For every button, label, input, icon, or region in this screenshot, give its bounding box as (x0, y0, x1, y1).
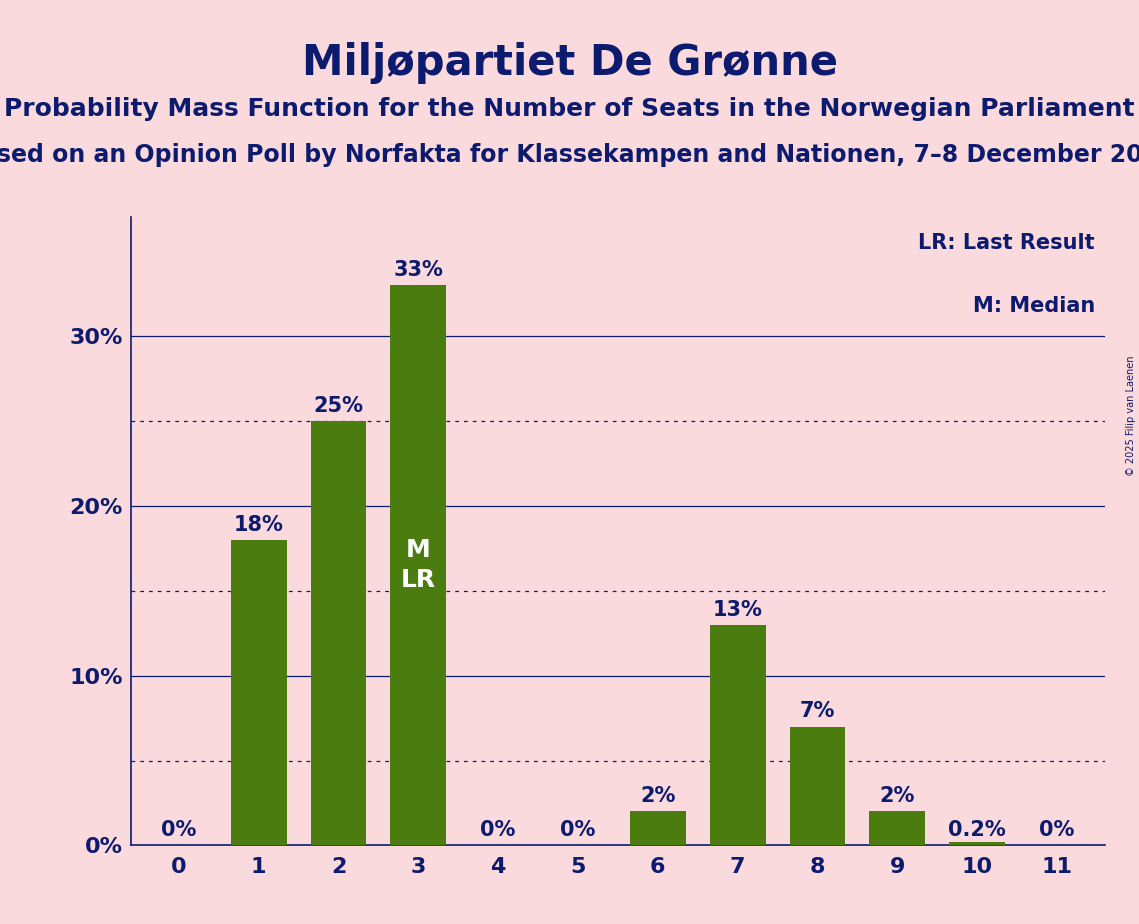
Text: 0.2%: 0.2% (949, 821, 1006, 840)
Text: Probability Mass Function for the Number of Seats in the Norwegian Parliament: Probability Mass Function for the Number… (5, 97, 1134, 121)
Text: 0%: 0% (1039, 821, 1074, 840)
Text: M: Median: M: Median (973, 296, 1095, 316)
Bar (311, 421, 367, 845)
Text: 13%: 13% (713, 600, 763, 620)
Text: 0%: 0% (481, 821, 516, 840)
Text: M
LR: M LR (401, 539, 436, 592)
Text: 0%: 0% (560, 821, 596, 840)
Bar (630, 811, 686, 845)
Text: Miljøpartiet De Grønne: Miljøpartiet De Grønne (302, 42, 837, 83)
Bar (231, 540, 287, 845)
Text: 7%: 7% (800, 701, 835, 722)
Bar (869, 811, 925, 845)
Text: LR: Last Result: LR: Last Result (918, 233, 1095, 253)
Text: © 2025 Filip van Laenen: © 2025 Filip van Laenen (1126, 356, 1136, 476)
Text: 18%: 18% (233, 515, 284, 535)
Bar (710, 625, 765, 845)
Text: 0%: 0% (162, 821, 197, 840)
Text: 33%: 33% (393, 260, 443, 280)
Bar (949, 842, 1005, 845)
Bar (789, 726, 845, 845)
Text: 2%: 2% (879, 786, 915, 807)
Text: 2%: 2% (640, 786, 675, 807)
Bar (391, 286, 446, 845)
Text: 25%: 25% (313, 395, 363, 416)
Text: Based on an Opinion Poll by Norfakta for Klassekampen and Nationen, 7–8 December: Based on an Opinion Poll by Norfakta for… (0, 143, 1139, 167)
